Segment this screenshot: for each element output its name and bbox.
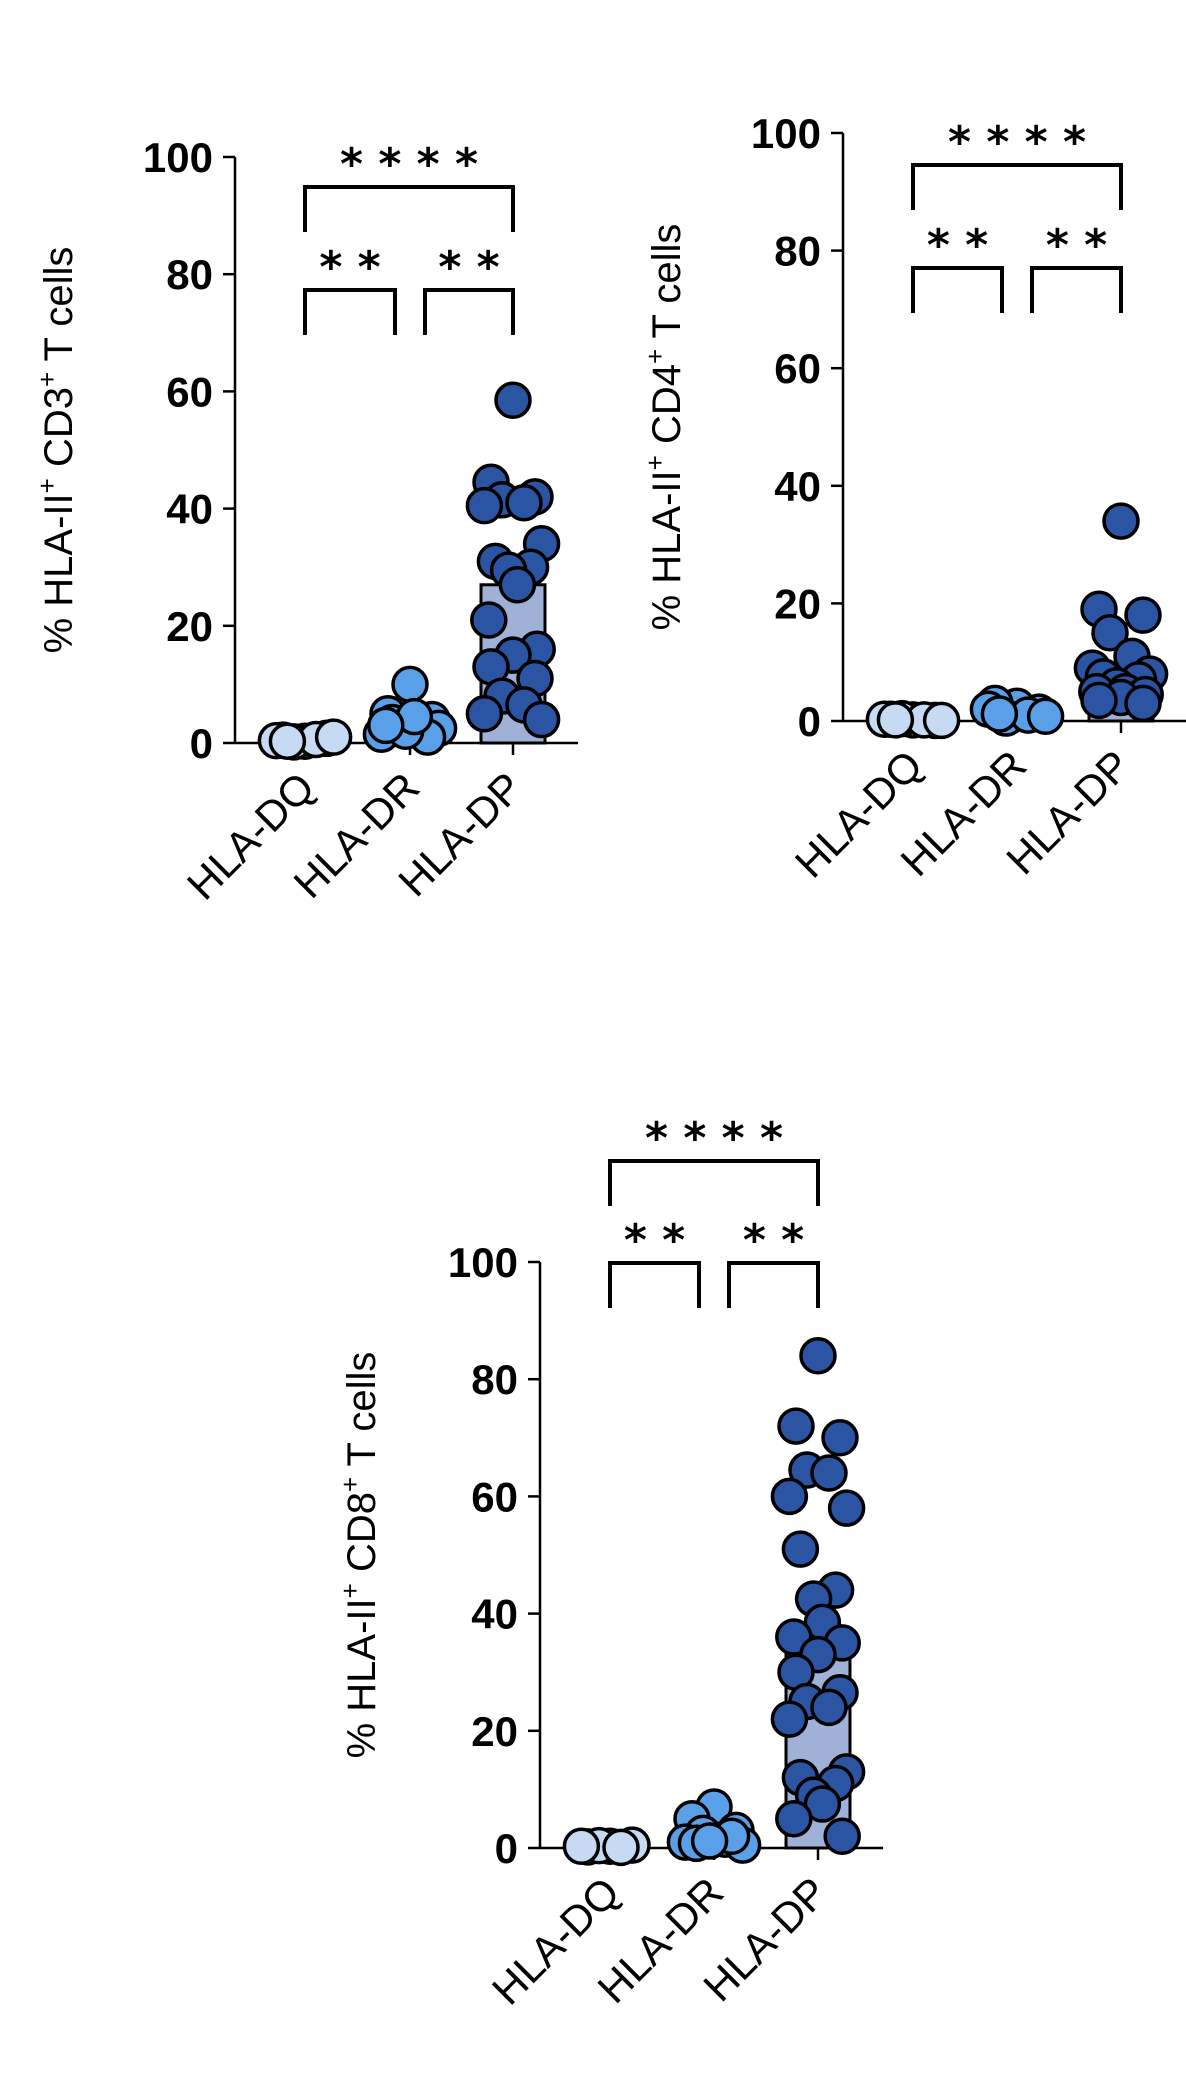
data-point-hla-dp [770, 1477, 809, 1516]
data-point-hla-dp [810, 1454, 848, 1492]
data-point-hla-dp [770, 1700, 809, 1738]
significance-bracket [1030, 266, 1123, 313]
significance-label: * * [624, 1215, 685, 1266]
significance-label: * * [743, 1215, 804, 1266]
y-tick-label: 0 [798, 698, 821, 745]
y-tick-label: 20 [774, 580, 821, 627]
y-tick-label: 60 [471, 1473, 518, 1520]
data-point-hla-dq [602, 1828, 640, 1867]
data-point-hla-dp [465, 694, 504, 733]
significance-bracket [423, 288, 515, 335]
significance-bracket [608, 1261, 701, 1308]
data-point-hla-dp [522, 700, 561, 739]
significance-bracket [608, 1159, 820, 1206]
y-tick-label: 20 [166, 603, 213, 650]
y-tick-label: 0 [495, 1825, 518, 1872]
data-point-hla-dp [1091, 614, 1129, 652]
data-point-hla-dp [775, 1799, 813, 1838]
data-point-hla-dq [268, 722, 307, 760]
data-point-hla-dq [562, 1827, 601, 1865]
y-axis-label: % HLA-II+ CD8+ T cells [335, 1352, 384, 1759]
data-point-hla-dp [810, 1688, 848, 1727]
significance-label: * * [1046, 220, 1107, 271]
data-point-hla-dr [1026, 697, 1065, 736]
data-point-hla-dp [821, 1419, 859, 1457]
significance-bracket [911, 266, 1004, 313]
data-point-hla-dr [367, 706, 405, 745]
data-point-hla-dp [1102, 502, 1140, 540]
y-tick-label: 20 [471, 1708, 518, 1755]
y-tick-label: 80 [471, 1356, 518, 1403]
data-point-hla-dq [314, 718, 353, 756]
data-point-hla-dr [980, 695, 1019, 733]
significance-bracket [303, 288, 397, 335]
y-tick-label: 100 [751, 110, 821, 157]
y-tick-label: 40 [166, 486, 213, 533]
significance-bracket [303, 185, 515, 232]
y-tick-label: 40 [774, 463, 821, 510]
data-point-hla-dp [465, 486, 504, 525]
data-point-hla-dp [777, 1407, 815, 1445]
data-point-hla-dp [1124, 596, 1162, 634]
y-tick-label: 80 [166, 251, 213, 298]
significance-bracket [727, 1261, 820, 1308]
data-point-hla-dp [470, 601, 508, 639]
data-point-hla-dq [876, 701, 915, 739]
significance-label: * * [319, 242, 380, 293]
data-point-hla-dr [690, 1822, 729, 1860]
y-axis-label: % HLA-II+ CD4+ T cells [640, 224, 689, 631]
y-tick-label: 100 [143, 134, 213, 181]
data-point-hla-dp [823, 1817, 861, 1856]
data-point-hla-dp [505, 483, 543, 522]
y-tick-label: 60 [166, 368, 213, 415]
data-point-hla-dp [827, 1489, 866, 1527]
y-tick-label: 40 [471, 1591, 518, 1638]
data-point-hla-dp [494, 381, 532, 419]
significance-label: * * * * [340, 139, 478, 190]
data-point-hla-dp [498, 566, 537, 604]
significance-bracket [911, 163, 1123, 210]
data-point-hla-dq [922, 701, 961, 740]
data-point-hla-dr [391, 665, 429, 704]
y-tick-label: 100 [448, 1239, 518, 1286]
significance-label: * * * * [948, 117, 1086, 168]
significance-label: * * [438, 242, 499, 293]
y-tick-label: 0 [190, 720, 213, 767]
y-axis-label: % HLA-II+ CD3+ T cells [32, 247, 81, 654]
data-point-hla-dp [799, 1337, 837, 1375]
significance-label: * * [927, 220, 988, 271]
significance-label: * * * * [645, 1113, 783, 1164]
data-point-hla-dp [781, 1530, 820, 1568]
y-tick-label: 80 [774, 228, 821, 275]
data-point-hla-dp [1124, 684, 1162, 723]
data-point-hla-dp [1080, 681, 1118, 720]
y-tick-label: 60 [774, 345, 821, 392]
